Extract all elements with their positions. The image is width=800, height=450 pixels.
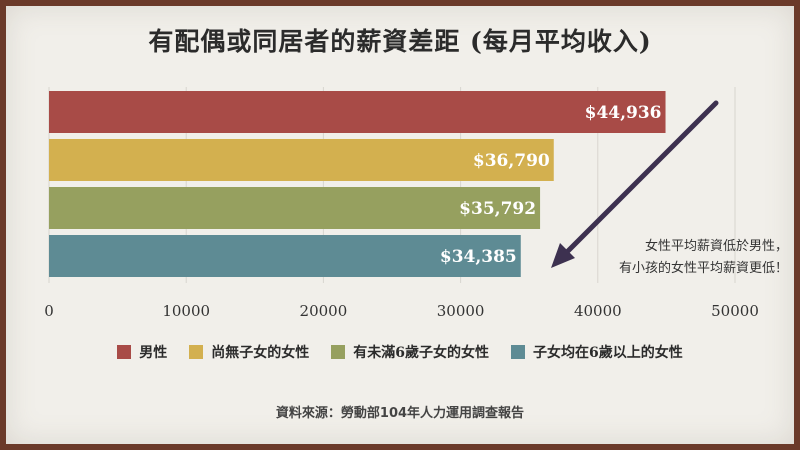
annotation-text: 女性平均薪資低於男性， 有小孩的女性平均薪資更低！: [578, 236, 788, 280]
x-tick-label: 50000: [711, 302, 759, 320]
legend-label: 有未滿6歲子女的女性: [353, 345, 489, 361]
legend-label: 男性: [139, 345, 168, 361]
legend-swatch: [331, 345, 346, 359]
annotation-line: 有小孩的女性平均薪資更低！: [618, 261, 788, 276]
bar-value-label: $34,385: [440, 247, 517, 267]
legend-swatch: [511, 345, 525, 359]
legend-swatch: [117, 345, 132, 359]
legend-item: 子女均在6歲以上的女性: [511, 342, 683, 362]
x-tick-label: 30000: [437, 302, 485, 320]
legend-label: 子女均在6歲以上的女性: [533, 345, 683, 361]
chart-title: 有配偶或同居者的薪資差距 (每月平均收入): [148, 27, 652, 56]
legend-label: 尚無子女的女性: [211, 345, 310, 361]
x-tick-label: 40000: [574, 302, 622, 320]
legend-item: 男性: [117, 342, 167, 362]
legend: 男性 尚無子女的女性 有未滿6歲子女的女性 子女均在6歲以上的女性: [0, 342, 800, 362]
bar: [49, 235, 521, 277]
legend-item: 有未滿6歲子女的女性: [331, 342, 489, 362]
bar-value-label: $44,936: [585, 103, 662, 123]
legend-swatch: [189, 345, 204, 359]
annotation-line: 女性平均薪資低於男性，: [644, 239, 788, 254]
annotation-arrow: [551, 100, 719, 268]
x-tick-label: 0: [44, 302, 54, 320]
legend-item: 尚無子女的女性: [189, 342, 309, 362]
bar: [49, 91, 666, 133]
bar: [49, 139, 554, 181]
bar-value-label: $35,792: [459, 199, 536, 219]
source-note: 資料來源：勞動部104年人力運用調查報告: [275, 406, 525, 421]
x-tick-label: 20000: [300, 302, 348, 320]
bar: [49, 187, 541, 229]
bar-value-label: $36,790: [473, 151, 550, 171]
x-tick-label: 10000: [162, 302, 210, 320]
